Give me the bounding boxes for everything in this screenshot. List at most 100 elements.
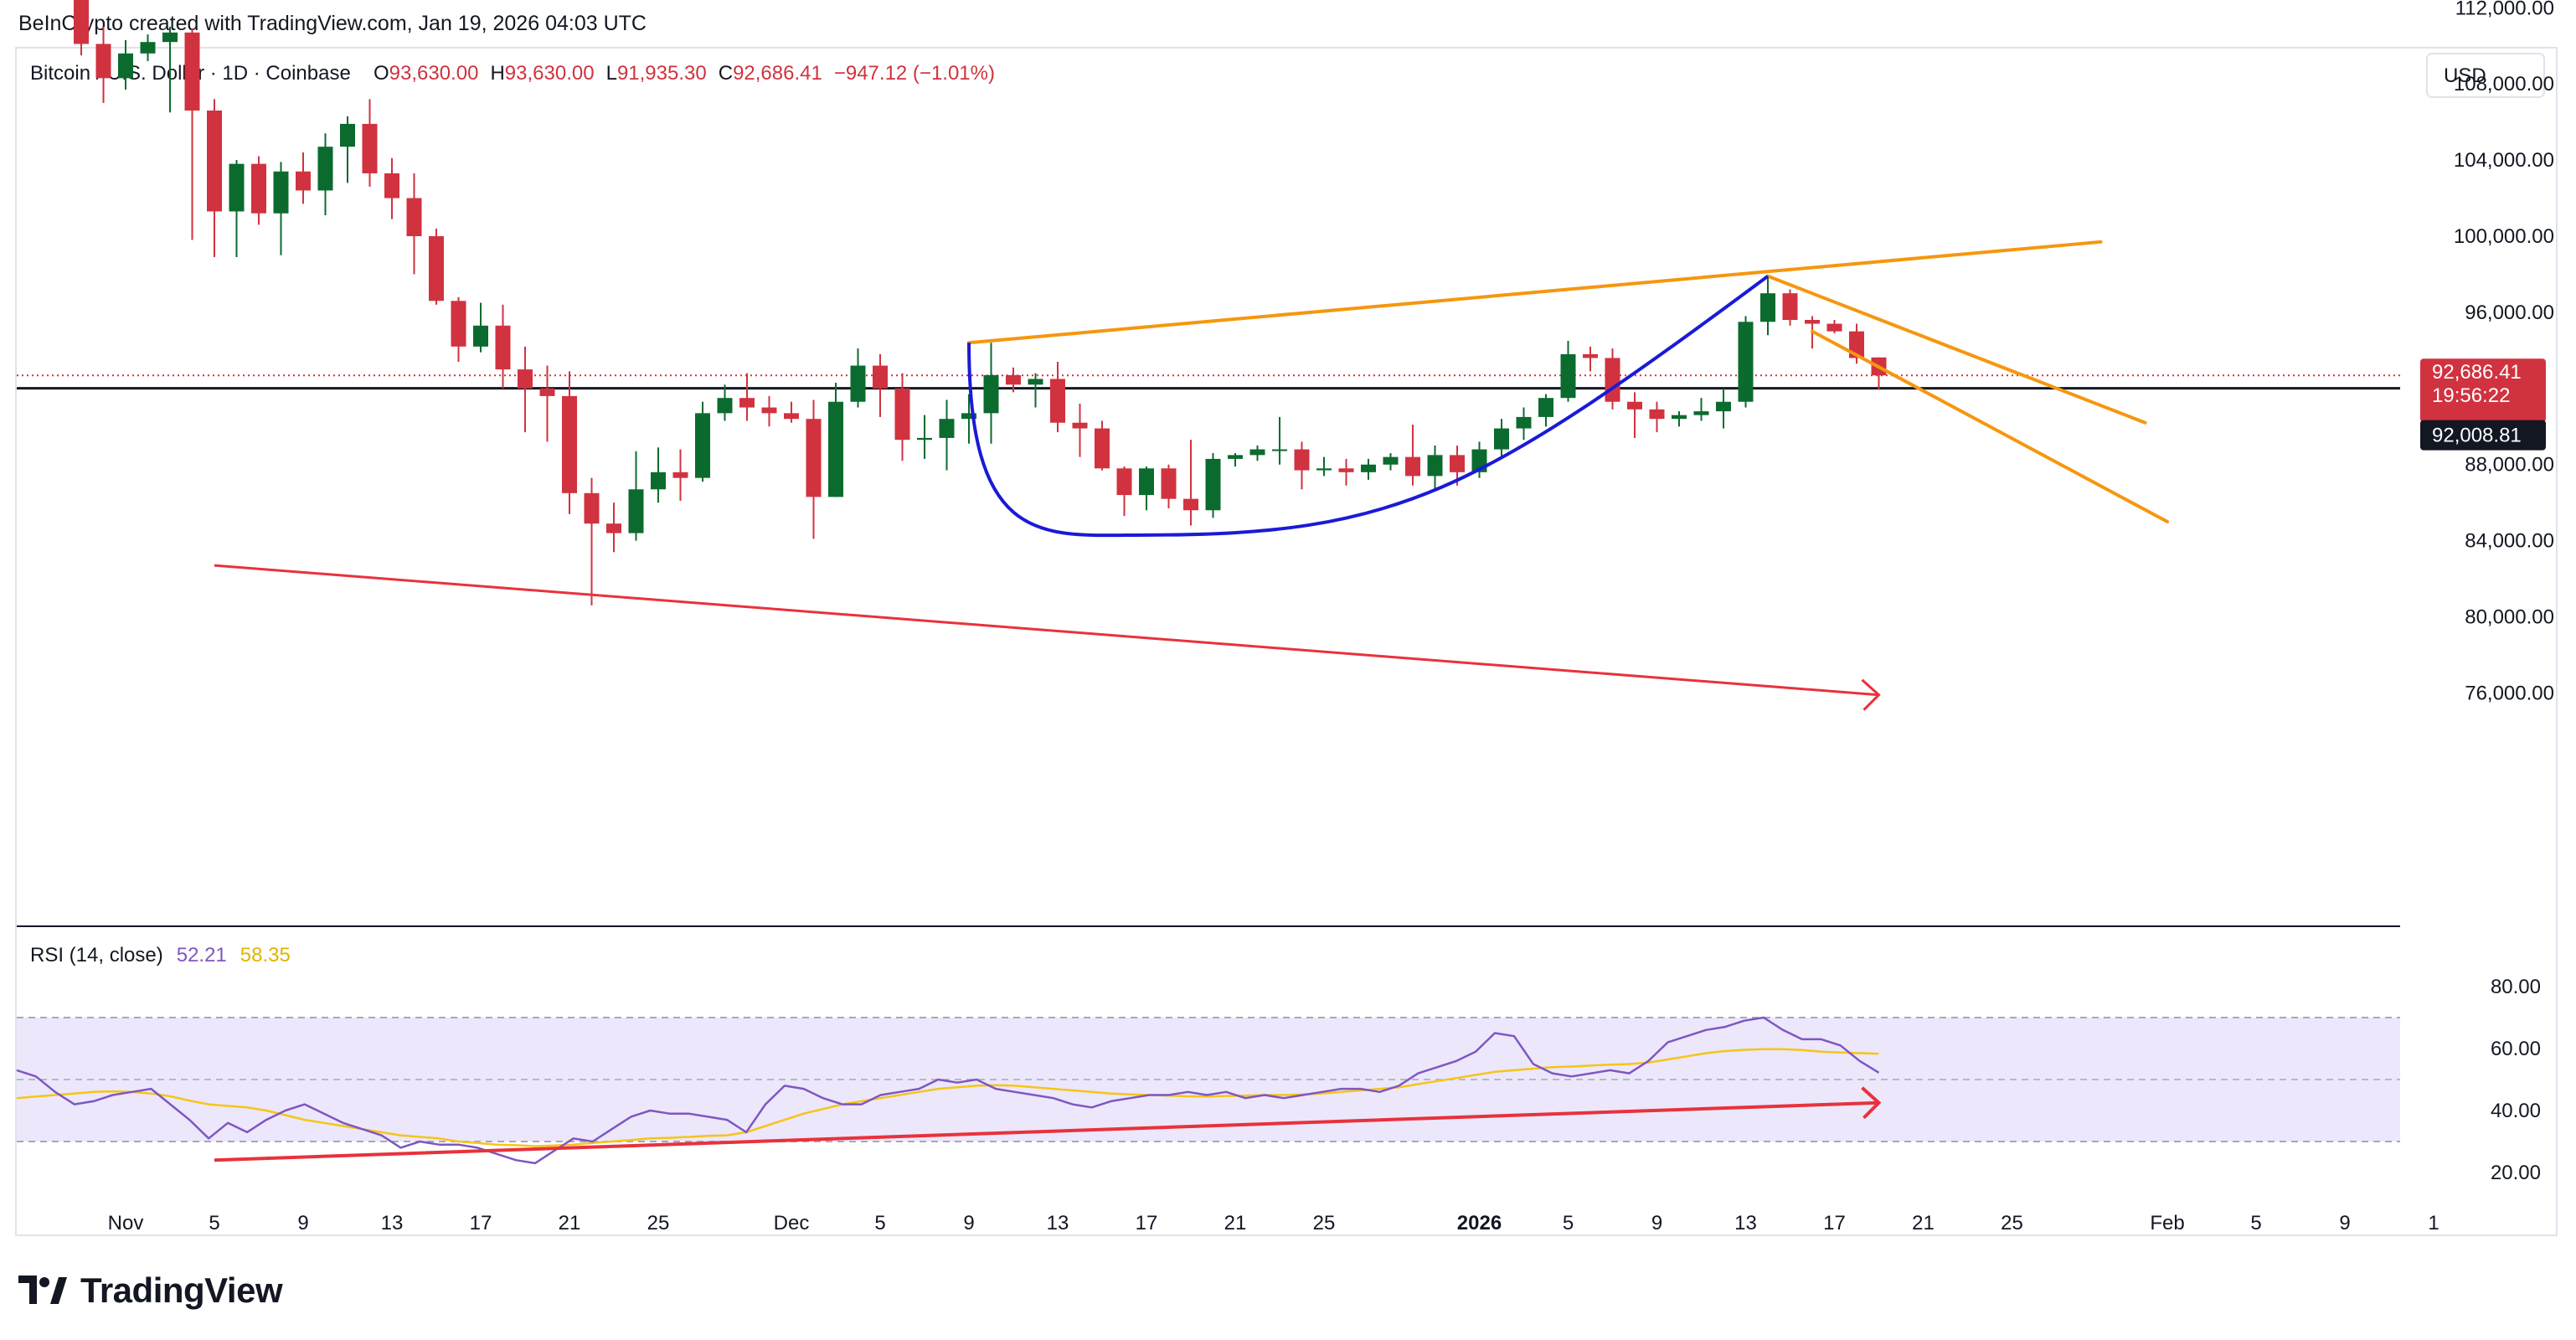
price-pane: 116,000.00112,000.00108,000.00104,000.00… <box>17 0 2554 711</box>
candle-body <box>1649 409 1665 420</box>
x-axis-tick-label: Nov <box>108 1212 144 1234</box>
candle-body <box>74 0 89 44</box>
currency-button-label: USD <box>2444 64 2486 87</box>
x-axis-tick-label: 21 <box>1912 1212 1935 1234</box>
candle-body <box>873 365 888 389</box>
candle-body <box>296 171 311 191</box>
candle-body <box>340 123 355 147</box>
falling-channel-upper-line <box>1766 274 2147 425</box>
candle-body <box>1738 322 1754 402</box>
x-axis-tick-label: 1 <box>2428 1212 2439 1234</box>
falling-channel-lower-line <box>1811 329 2169 523</box>
candle-body <box>473 325 488 347</box>
candle-body <box>406 198 422 236</box>
rsi-axis-tick-label: 40.00 <box>2491 1100 2541 1122</box>
rsi-ma-line <box>16 1048 1879 1147</box>
x-axis-tick-label: 5 <box>209 1212 219 1234</box>
candle-body <box>1316 468 1332 471</box>
price-divergence-arrow-line <box>214 564 1879 697</box>
candle-body <box>1760 293 1775 322</box>
legend-ohlc: O93,630.00 H93,630.00 L91,935.30 C92,686.41… <box>374 62 995 85</box>
candle-body <box>429 236 444 302</box>
candle-body <box>628 489 644 533</box>
candle-body <box>1583 353 1598 358</box>
x-axis-tick-label: 17 <box>1136 1212 1158 1234</box>
price-axis-tick-label: 100,000.00 <box>2454 225 2554 248</box>
x-axis-tick-label: Dec <box>774 1212 810 1234</box>
cup-curve <box>967 275 1770 538</box>
countdown-tag-value: 19:56:22 <box>2432 384 2510 407</box>
candle-body <box>1427 455 1443 477</box>
x-axis-tick-label: 2026 <box>1457 1212 1502 1234</box>
candle-body <box>273 171 289 214</box>
candle-body <box>118 53 133 79</box>
rsi-axis-tick-label: 60.00 <box>2491 1038 2541 1060</box>
candle-body <box>95 44 111 79</box>
tradingview-logo-icon <box>18 1274 69 1307</box>
candle-body <box>651 472 666 490</box>
candle-body <box>717 398 733 414</box>
legend-c-label: C <box>719 62 733 85</box>
rsi-legend-title: RSI (14, close) <box>30 944 163 966</box>
price-axis-tick-label: 96,000.00 <box>2465 302 2554 324</box>
x-axis-tick-label: 21 <box>559 1212 581 1234</box>
candle-body <box>1538 398 1553 417</box>
candle-body <box>1627 401 1642 410</box>
legend-h-label: H <box>490 62 504 85</box>
rsi-line <box>16 1016 1880 1165</box>
tradingview-logo[interactable]: TradingView <box>18 1270 283 1312</box>
candle-body <box>606 523 621 533</box>
candle-body <box>562 395 577 493</box>
rsi-axis-tick-label: 80.00 <box>2491 976 2541 998</box>
x-axis-tick-label: 5 <box>874 1212 885 1234</box>
candle-body <box>1361 464 1376 472</box>
price-axis-tick-label: 76,000.00 <box>2465 682 2554 704</box>
candle-body <box>983 374 999 414</box>
x-axis-tick-label: 17 <box>470 1212 492 1234</box>
candle-body <box>539 388 555 396</box>
x-axis-tick-label: Feb <box>2150 1212 2184 1234</box>
candle-body <box>207 111 222 212</box>
candle-body <box>1405 456 1420 477</box>
legend-change: −947.12 (−1.01%) <box>834 62 995 85</box>
horizontal-line-price-tag: 92,008.81 <box>2420 420 2546 451</box>
candle-body <box>939 419 955 438</box>
candle-body <box>961 413 976 420</box>
x-axis-tick-label: 25 <box>1313 1212 1336 1234</box>
x-axis-tick-label: 25 <box>647 1212 670 1234</box>
x-axis-tick-label: 17 <box>1823 1212 1846 1234</box>
candle-body <box>1139 468 1154 496</box>
candle-body <box>1338 468 1354 472</box>
price-axis-tick-label: 84,000.00 <box>2465 530 2554 553</box>
candle-body <box>184 32 200 111</box>
x-axis-tick-label: 5 <box>2250 1212 2261 1234</box>
rsi-pane: 80.00 60.00 40.00 20.00 <box>16 976 2541 1184</box>
candle-body <box>251 163 266 214</box>
legend-h-value: 93,630.00 <box>505 62 595 85</box>
candle-body <box>162 32 178 43</box>
candle-body <box>451 301 466 347</box>
currency-button[interactable]: USD <box>2426 53 2545 98</box>
candle-body <box>894 388 910 441</box>
rsi-divergence-arrow-head <box>1861 1086 1882 1120</box>
candle-body <box>140 42 156 54</box>
candle-body <box>1183 498 1198 511</box>
price-divergence-arrow-head <box>1861 678 1881 711</box>
candle-body <box>1805 320 1820 324</box>
candle-body <box>495 325 511 370</box>
candle-body <box>1006 374 1021 385</box>
candle-body <box>850 365 866 402</box>
header-credit: BeInCrypto created with TradingView.com,… <box>18 12 647 35</box>
price-axis-tick-label: 88,000.00 <box>2465 454 2554 477</box>
candle-body <box>761 407 777 414</box>
candle-body <box>695 413 710 478</box>
candle-body <box>518 369 533 389</box>
price-axis-tick-label: 112,000.00 <box>2455 0 2554 19</box>
last-price-tag-value: 92,686.41 <box>2432 361 2522 384</box>
rsi-legend-ma-value: 58.35 <box>240 944 291 966</box>
candle-body <box>584 492 600 524</box>
candle-body <box>1826 323 1842 332</box>
candle-body <box>1072 422 1088 429</box>
candle-body <box>1782 293 1798 320</box>
